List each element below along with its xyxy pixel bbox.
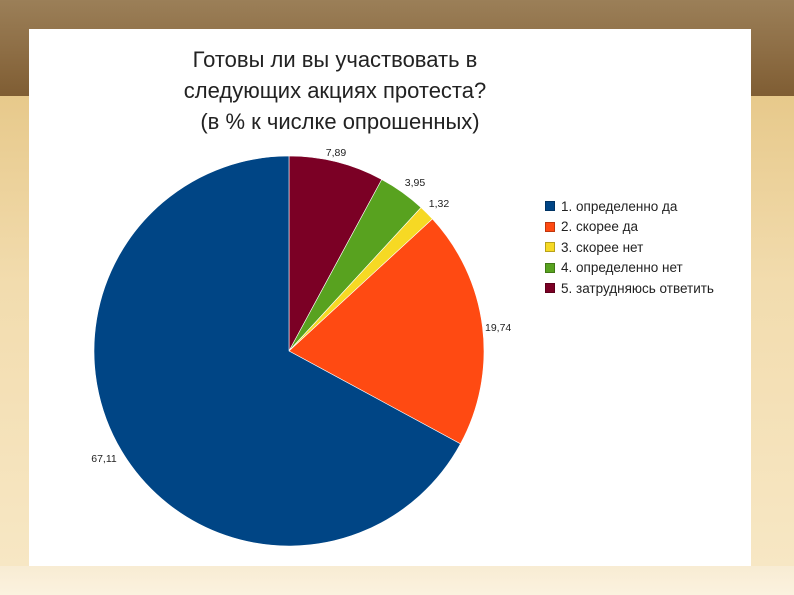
legend-swatch — [545, 201, 555, 212]
chart-legend: 1. определенно да 2. скорее да 3. скорее н… — [545, 196, 714, 299]
pie-slice — [288, 218, 485, 445]
legend-item: 4. определенно нет — [545, 258, 714, 279]
pie-data-label: 3,95 — [405, 177, 426, 189]
chart-title-line-2: следующих акциях протеста? — [183, 78, 487, 103]
legend-swatch — [545, 221, 555, 232]
pie-data-label: 7,89 — [326, 147, 347, 159]
legend-label: 5. затрудняюсь ответить — [561, 280, 714, 296]
pie-slice — [288, 155, 383, 352]
pie-data-label: 67,11 — [91, 453, 117, 465]
chart-title: Готовы ли вы участвовать в следующих акц… — [150, 44, 590, 137]
legend-item: 3. скорее нет — [545, 237, 714, 258]
chart-title-line-3: (в % к числке опрошенных) — [200, 109, 480, 134]
legend-item: 2. скорее да — [545, 217, 714, 238]
background-bottom-band — [0, 566, 794, 595]
pie-slice — [93, 155, 461, 547]
legend-swatch — [545, 242, 555, 253]
legend-item: 1. определенно да — [545, 196, 714, 217]
legend-label: 2. скорее да — [561, 219, 638, 235]
pie-data-label: 1,32 — [429, 198, 450, 210]
pie-data-label: 19,74 — [485, 322, 511, 334]
legend-label: 3. скорее нет — [561, 239, 644, 255]
legend-label: 4. определенно нет — [561, 260, 683, 276]
legend-label: 1. определенно да — [561, 198, 678, 214]
legend-swatch — [545, 262, 555, 273]
legend-swatch — [545, 283, 555, 294]
chart-title-line-1: Готовы ли вы участвовать в — [192, 47, 478, 72]
legend-item: 5. затрудняюсь ответить — [545, 278, 714, 299]
